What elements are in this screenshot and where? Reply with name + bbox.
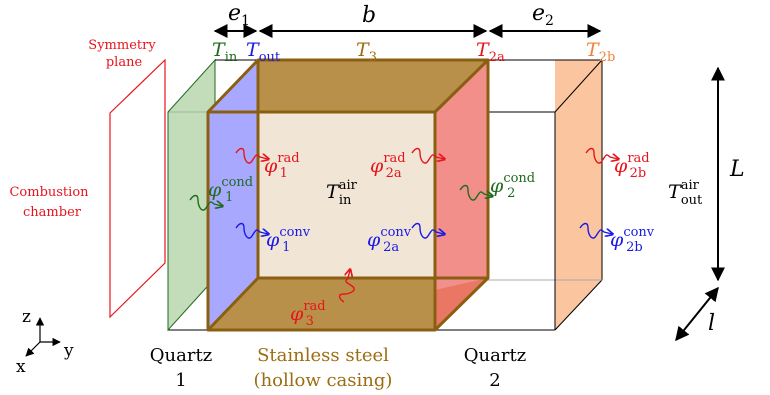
quartz2-outer-face — [555, 60, 602, 330]
phi2a-rad-label: φrad 2a — [370, 151, 406, 181]
phi1-conv-wave — [235, 222, 268, 239]
steel-inner-back — [258, 112, 435, 278]
phi2a-conv-wave — [411, 222, 444, 239]
phi2b-rad-wave — [585, 147, 618, 164]
quartz2-label-line1: Quartz — [464, 345, 526, 366]
l-dimension-arrow — [675, 286, 719, 342]
phi2-cond-wave — [459, 184, 492, 201]
t2a-label: T2a — [476, 39, 505, 65]
axis-y-label: y — [63, 341, 74, 361]
t3-label: T3 — [356, 39, 377, 65]
t2b-label: T2b — [586, 39, 615, 65]
e2-label: e2 — [532, 1, 554, 29]
symmetry-plane — [109, 58, 166, 319]
quartz1-label-line2: 1 — [175, 370, 186, 391]
steel-label-line1: Stainless steel — [257, 345, 389, 366]
e1-label: e1 — [228, 1, 250, 29]
axis-z-label: z — [22, 307, 31, 327]
phi2b-conv-label: φconv 2b — [610, 225, 655, 255]
l-label: l — [708, 311, 715, 336]
steel-right-face — [435, 60, 488, 330]
t-out-air-label: Tair out — [668, 178, 703, 208]
combustion-chamber-label-line2: chamber — [23, 205, 82, 220]
t-out-label: Tout — [246, 39, 281, 65]
phi1-cond-label: φcond 1 — [208, 175, 253, 205]
quartz1-label-line1: Quartz — [150, 345, 212, 366]
phi3-rad-wave — [338, 270, 355, 303]
phi2a-conv-label: φconv 2a — [367, 225, 412, 255]
phi2b-conv-wave — [579, 222, 612, 239]
phi1-cond-wave — [189, 194, 222, 211]
axis-x-label: x — [16, 357, 26, 377]
phi2b-rad-label: φrad 2b — [614, 151, 650, 181]
quartz2-label-line2: 2 — [489, 370, 500, 391]
combustion-chamber-label-line1: Combustion — [9, 185, 89, 200]
phi2a-rad-wave — [411, 147, 444, 164]
phi2-cond-label: φcond 2 — [490, 171, 535, 201]
steel-top-face — [208, 60, 488, 112]
phi1-rad-label: φrad 1 — [264, 151, 300, 181]
steel-edges — [206, 58, 490, 332]
L-label: L — [729, 157, 745, 182]
steel-bottom-face — [208, 278, 488, 330]
t-in-label: Tin — [212, 39, 238, 65]
steel-label-line2: (hollow casing) — [254, 370, 393, 391]
steel-inner-left — [208, 60, 258, 330]
t-in-air-label: Tair in — [326, 178, 358, 208]
phi1-conv-label: φconv 1 — [266, 225, 311, 255]
phi3-rad-label: φrad 3 — [290, 299, 326, 329]
phi1-rad-wave — [235, 147, 268, 164]
axis-triad — [25, 317, 61, 357]
symmetry-plane-label-line1: Symmetry — [88, 38, 156, 53]
b-label: b — [362, 3, 376, 28]
symmetry-plane-label-line2: plane — [106, 55, 143, 70]
